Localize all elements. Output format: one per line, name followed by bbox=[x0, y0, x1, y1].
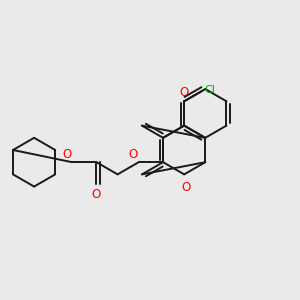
Text: O: O bbox=[129, 148, 138, 161]
Text: O: O bbox=[181, 181, 190, 194]
Text: Cl: Cl bbox=[205, 85, 215, 95]
Text: O: O bbox=[62, 148, 71, 161]
Text: O: O bbox=[180, 86, 189, 99]
Text: O: O bbox=[92, 188, 101, 201]
